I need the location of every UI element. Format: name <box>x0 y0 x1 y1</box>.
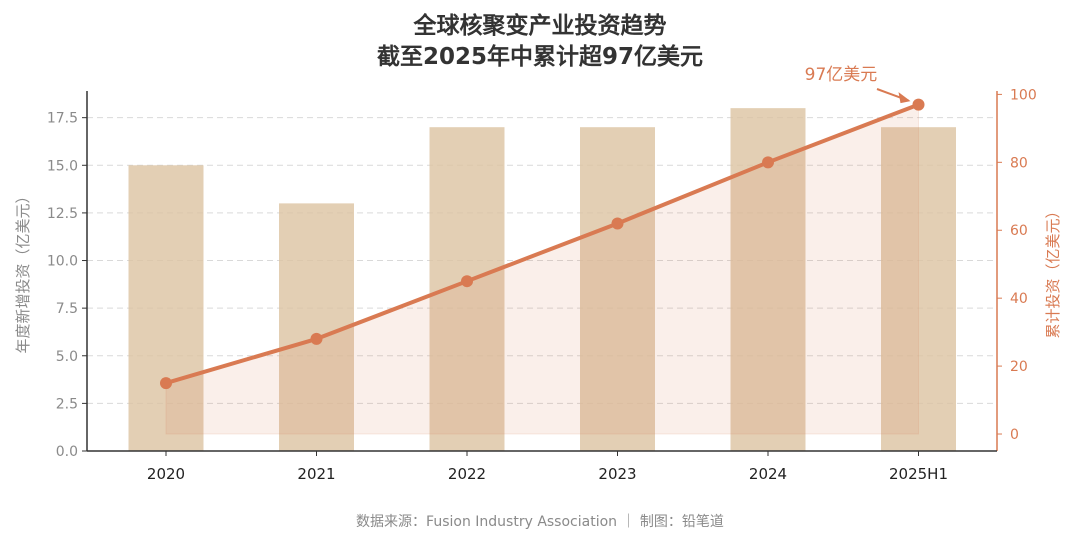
y-left-tick-label: 15.0 <box>47 158 78 174</box>
cumulative-area <box>165 103 919 435</box>
line-point <box>611 217 624 230</box>
bar <box>580 127 655 451</box>
bar <box>279 203 354 451</box>
y-right-tick-label: 20 <box>1010 359 1028 375</box>
annotation-label: 97亿美元 <box>805 65 878 85</box>
x-tick-label: 2020 <box>147 465 185 483</box>
y-right-tick-label: 60 <box>1010 223 1028 239</box>
bar <box>128 165 204 452</box>
y-left-tick-label: 0.0 <box>56 444 78 460</box>
y-left-tick-label: 12.5 <box>47 206 78 222</box>
chart-title: 全球核聚变产业投资趋势 <box>413 13 667 39</box>
x-tick-label: 2023 <box>598 465 636 483</box>
y-left-tick-label: 17.5 <box>47 111 78 127</box>
line-point <box>160 377 172 390</box>
x-tick-label: 2021 <box>297 465 335 483</box>
y-right-tick-label: 80 <box>1010 155 1028 171</box>
chart-subtitle: 截至2025年中累计超97亿美元 <box>376 44 704 70</box>
source-note: 数据来源：Fusion Industry Association ｜ 制图：铅笔… <box>356 514 724 530</box>
line-point <box>310 332 323 345</box>
y-left-tick-label: 7.5 <box>56 301 78 317</box>
y-right-axis-title: 累计投资（亿美元） <box>1044 203 1062 338</box>
y-left-tick-label: 10.0 <box>47 254 78 270</box>
x-tick-label: 2024 <box>749 465 787 483</box>
line-point <box>762 156 774 169</box>
y-left-tick-label: 2.5 <box>56 396 78 412</box>
x-tick-label: 2025H1 <box>889 465 948 483</box>
line-point <box>461 275 473 288</box>
line-point <box>912 98 925 111</box>
y-left-tick-label: 5.0 <box>56 349 78 365</box>
y-right-tick-label: 40 <box>1010 291 1028 307</box>
y-left-axis-title: 年度新增投资（亿美元） <box>14 188 32 353</box>
y-right-tick-label: 100 <box>1010 87 1037 103</box>
y-right-tick-label: 0 <box>1010 427 1019 443</box>
x-tick-label: 2022 <box>448 465 486 483</box>
annotation-arrowhead <box>898 92 911 104</box>
cumulative-line <box>165 102 920 385</box>
bar <box>881 127 956 451</box>
